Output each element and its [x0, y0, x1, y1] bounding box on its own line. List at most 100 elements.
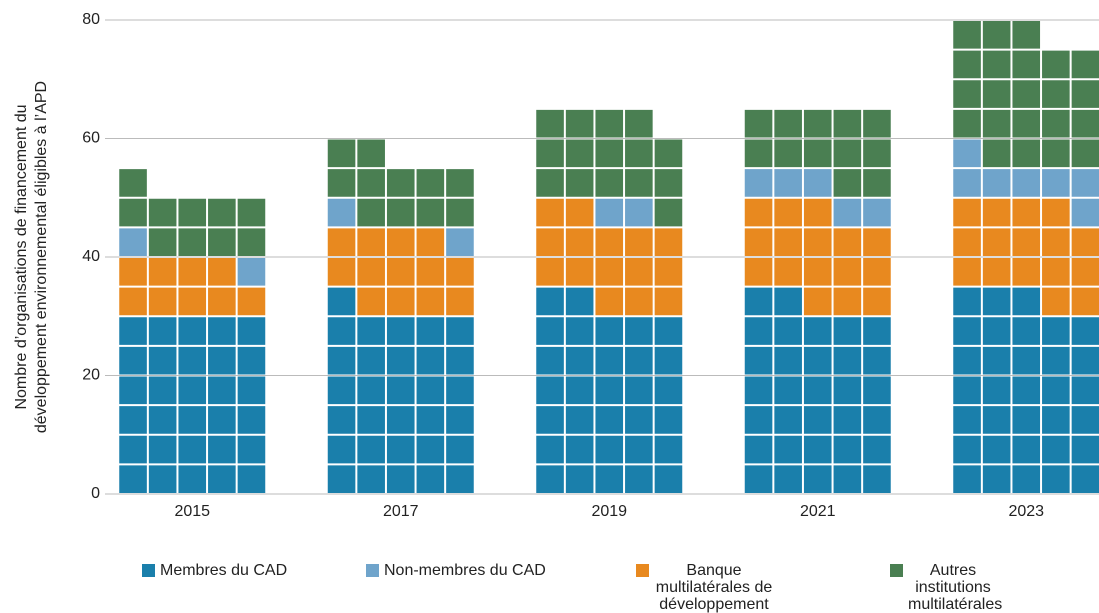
- cell: [565, 376, 594, 405]
- cell: [1012, 139, 1041, 168]
- cell: [1012, 435, 1041, 464]
- cell: [237, 228, 266, 256]
- cell: [625, 109, 653, 138]
- cell: [1071, 198, 1099, 227]
- cell: [982, 50, 1011, 79]
- cell: [237, 317, 266, 345]
- cell: [625, 139, 653, 168]
- cell: [178, 317, 207, 345]
- cell: [446, 198, 474, 227]
- cell: [744, 258, 773, 286]
- cell: [148, 465, 177, 493]
- cell: [774, 465, 802, 493]
- cell: [774, 109, 802, 138]
- cell: [327, 465, 356, 493]
- cell: [237, 198, 266, 227]
- cell: [953, 198, 981, 227]
- cell: [654, 169, 683, 197]
- page: Nombre d’organisations de financement du…: [13, 11, 1099, 613]
- cell: [208, 287, 236, 316]
- cell: [416, 465, 445, 493]
- cell: [833, 376, 862, 405]
- cell: [386, 258, 415, 286]
- cell: [953, 287, 981, 316]
- cell: [1071, 287, 1099, 316]
- cell: [148, 376, 177, 405]
- cell: [446, 228, 474, 256]
- cell: [416, 435, 445, 464]
- legend-swatch: [890, 564, 903, 577]
- cell: [1012, 228, 1041, 256]
- cell: [654, 376, 683, 405]
- cell: [1042, 228, 1070, 256]
- cell: [833, 287, 862, 316]
- cell: [595, 169, 624, 197]
- cell: [774, 435, 802, 464]
- cell: [357, 169, 385, 197]
- cell: [208, 317, 236, 345]
- cell: [744, 376, 773, 405]
- cell: [803, 376, 832, 405]
- cell: [536, 169, 564, 197]
- cell: [863, 287, 891, 316]
- cell: [148, 317, 177, 345]
- segment: [536, 287, 683, 493]
- cell: [982, 80, 1011, 108]
- cell: [654, 465, 683, 493]
- cell: [565, 465, 594, 493]
- cell: [744, 228, 773, 256]
- cell: [565, 258, 594, 286]
- cell: [327, 169, 356, 197]
- cell: [536, 376, 564, 405]
- cell: [625, 317, 653, 345]
- cell: [536, 109, 564, 138]
- cell: [774, 169, 802, 197]
- cell: [744, 287, 773, 316]
- cell: [119, 465, 147, 493]
- cell: [208, 376, 236, 405]
- cell: [595, 287, 624, 316]
- y-axis-label: développement environnemental éligibles …: [33, 81, 50, 433]
- y-tick-label: 20: [82, 367, 100, 384]
- cell: [327, 287, 356, 316]
- cell: [565, 109, 594, 138]
- cell: [536, 198, 564, 227]
- cell: [446, 406, 474, 434]
- cell: [208, 406, 236, 434]
- cell: [178, 435, 207, 464]
- segment: [744, 169, 891, 227]
- cell: [953, 109, 981, 138]
- cell: [803, 109, 832, 138]
- cell: [416, 376, 445, 405]
- cell: [1071, 50, 1099, 79]
- cell: [1042, 258, 1070, 286]
- segment: [327, 198, 474, 256]
- cell: [416, 228, 445, 256]
- cell: [833, 406, 862, 434]
- cell: [327, 198, 356, 227]
- chart: Nombre d’organisations de financement du…: [13, 11, 1099, 520]
- cell: [595, 465, 624, 493]
- y-tick-label: 40: [82, 248, 100, 265]
- cell: [1012, 169, 1041, 197]
- cell: [863, 109, 891, 138]
- cell: [803, 198, 832, 227]
- cell: [833, 169, 862, 197]
- cell: [536, 406, 564, 434]
- cell: [833, 139, 862, 168]
- cell: [357, 228, 385, 256]
- cell: [982, 198, 1011, 227]
- cell: [982, 109, 1011, 138]
- cell: [863, 435, 891, 464]
- cell: [953, 80, 981, 108]
- cell: [1042, 287, 1070, 316]
- cell: [595, 317, 624, 345]
- segment: [536, 198, 683, 316]
- cell: [386, 228, 415, 256]
- cell: [416, 169, 445, 197]
- cell: [982, 228, 1011, 256]
- cell: [744, 139, 773, 168]
- cell: [744, 109, 773, 138]
- cell: [148, 198, 177, 227]
- cell: [327, 376, 356, 405]
